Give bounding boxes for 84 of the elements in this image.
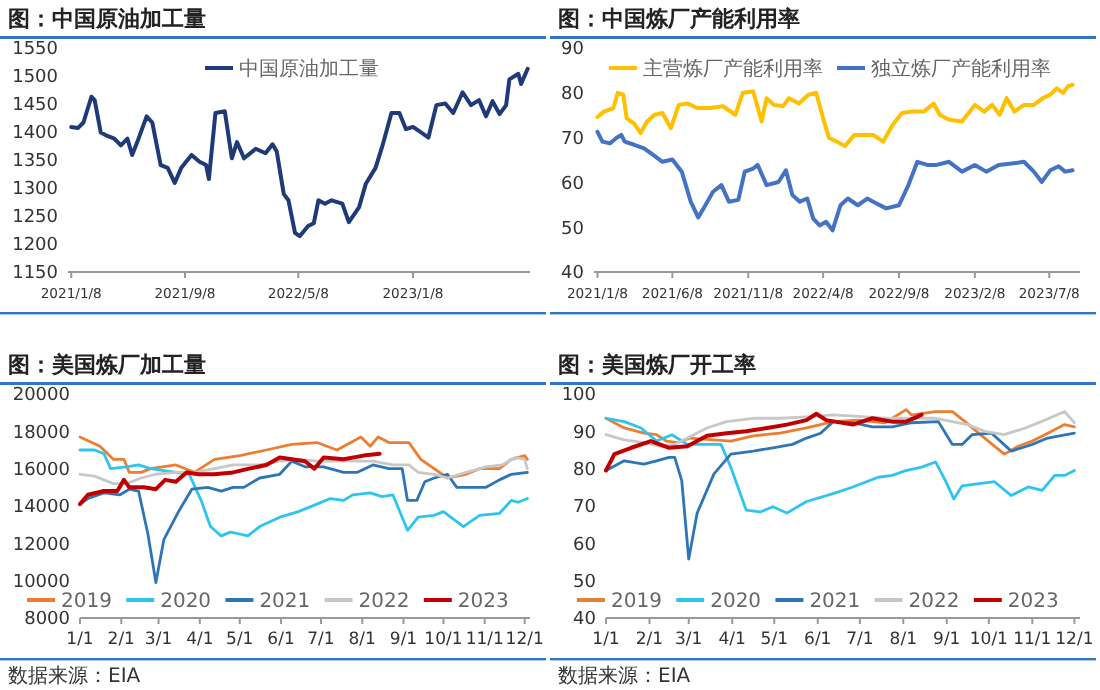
chart-title: 图：美国炼厂开工率 [558,352,756,378]
line-series [604,420,1076,561]
legend-label: 主营炼厂产能利用率 [643,57,823,81]
x-tick-label: 7/1 [307,630,335,650]
legend-label: 2019 [611,591,662,613]
line-series [604,416,1076,515]
y-tick-label: 8000 [24,610,71,631]
y-tick-label: 90 [561,40,585,61]
x-tick-label: 11/1 [1013,630,1052,650]
y-tick-label: 40 [573,610,597,631]
line-series [604,408,1076,456]
source-note: 数据来源：EIA [558,664,691,688]
line-series [78,451,382,507]
x-tick-label: 10/1 [969,630,1008,650]
y-tick-label: 1150 [12,264,59,285]
y-tick-label: 1400 [12,124,59,145]
y-tick-label: 70 [561,129,585,150]
line-series [78,459,529,584]
y-tick-label: 10000 [12,572,71,593]
x-tick-label: 3/1 [144,630,173,650]
y-tick-label: 1500 [12,68,59,89]
legend-label: 2022 [908,591,960,613]
x-tick-label: 10/1 [424,630,463,650]
y-tick-label: 1350 [12,152,59,173]
y-tick-label: 1300 [12,180,59,201]
y-tick-label: 70 [573,498,597,519]
y-tick-label: 50 [573,572,597,593]
x-tick-label: 9/1 [933,630,961,650]
y-tick-label: 100 [561,386,597,407]
legend-label: 2023 [1007,591,1059,613]
legend-label: 2023 [457,591,509,613]
y-tick-label: 50 [561,219,585,240]
chart-title: 图：中国炼厂产能利用率 [558,6,800,32]
x-tick-label: 2/1 [107,630,135,650]
legend-label: 2021 [809,591,861,613]
y-tick-label: 16000 [12,460,71,481]
x-tick-label: 4/1 [186,630,214,650]
line-series [595,82,1075,149]
line-series [78,435,529,480]
y-tick-label: 1550 [12,40,59,61]
line-series [595,129,1075,233]
y-tick-label: 20000 [12,386,71,407]
line-series [604,410,1076,448]
legend-label: 2021 [259,591,311,613]
line-series [604,411,924,473]
x-tick-label: 6/1 [267,630,295,650]
source-note: 数据来源：EIA [8,664,141,688]
legend-label: 2020 [710,591,762,613]
x-tick-label: 5/1 [226,630,254,650]
y-tick-label: 18000 [12,423,71,444]
x-tick-label: 7/1 [846,630,874,650]
y-tick-label: 14000 [12,498,71,519]
y-tick-label: 60 [573,535,597,556]
chart-title: 图：中国原油加工量 [8,6,206,32]
x-tick-label: 12/1 [505,630,544,650]
x-tick-label: 11/1 [465,630,504,650]
y-tick-label: 60 [561,174,585,195]
line-series [78,456,529,485]
x-tick-label: 8/1 [348,630,376,650]
x-tick-label: 12/1 [1055,630,1094,650]
y-tick-label: 90 [573,423,597,444]
x-tick-label: 1/1 [66,630,94,650]
chart-title: 图：美国炼厂加工量 [8,352,206,378]
legend-label: 2020 [160,591,212,613]
line-series [78,448,529,538]
legend-label: 中国原油加工量 [239,57,379,81]
y-tick-label: 80 [573,460,597,481]
legend-label: 独立炼厂产能利用率 [871,57,1051,81]
y-tick-label: 1450 [12,96,59,117]
x-tick-label: 1/1 [592,630,620,650]
x-tick-label: 8/1 [889,630,917,650]
legend-label: 2019 [61,591,112,613]
legend-label: 2022 [358,591,410,613]
x-tick-label: 6/1 [804,630,832,650]
x-tick-label: 9/1 [389,630,418,650]
y-tick-label: 1200 [12,236,59,257]
x-tick-label: 5/1 [760,630,788,650]
y-tick-label: 12000 [12,535,71,556]
x-tick-label: 3/1 [675,630,703,650]
y-tick-label: 1250 [12,208,59,229]
y-tick-label: 80 [561,85,585,106]
x-tick-label: 4/1 [718,630,746,650]
x-tick-label: 2/1 [635,630,664,650]
y-tick-label: 40 [561,264,585,285]
